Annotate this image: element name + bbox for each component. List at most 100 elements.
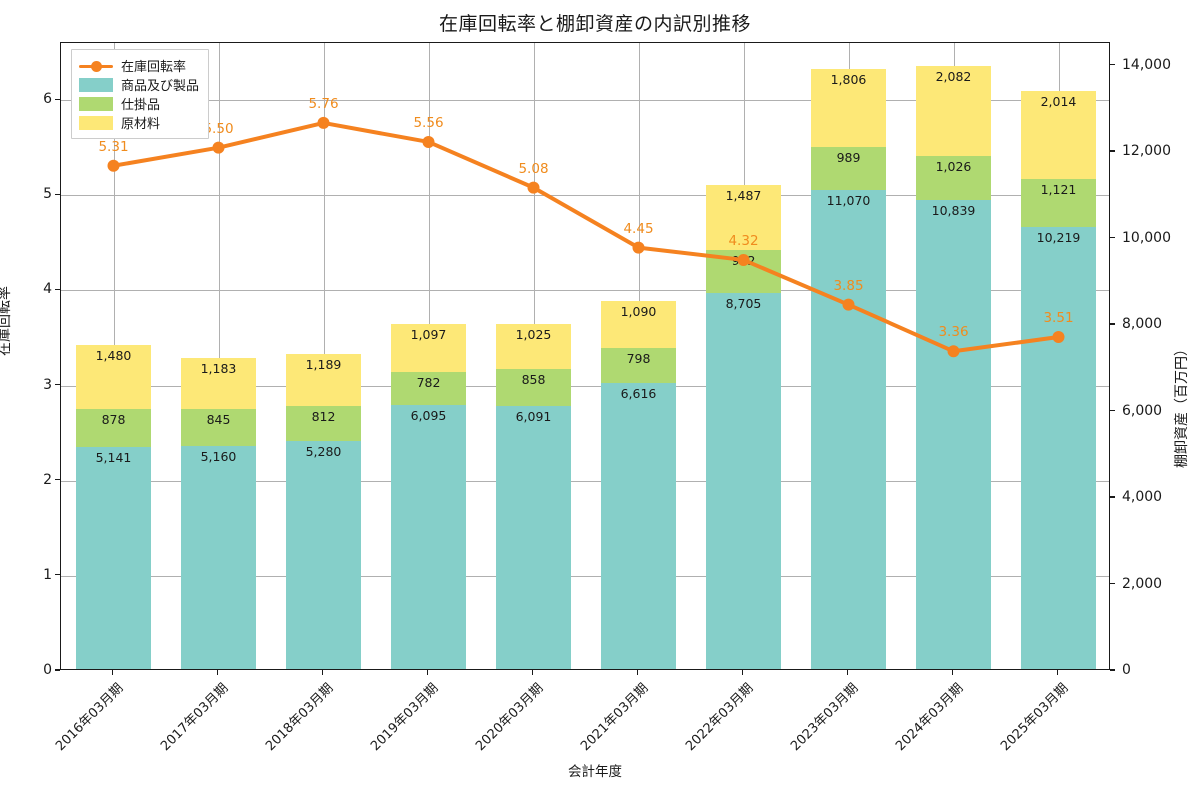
bar-segment-value: 10,839 (931, 203, 976, 219)
bar-segment-merchandise[interactable]: 5,141 (76, 446, 151, 669)
bar-stack[interactable]: 11,070 989 1,806 (811, 69, 886, 669)
bar-segment-raw-materials[interactable]: 1,097 (391, 324, 466, 372)
bar-segment-merchandise[interactable]: 10,219 (1021, 227, 1096, 669)
x-axis-label: 会計年度 (568, 764, 622, 780)
legend-item[interactable]: 在庫回転率 (79, 56, 199, 75)
line-point-value: 5.56 (413, 115, 444, 131)
bar-segment-value: 782 (416, 374, 441, 390)
bar-segment-value: 1,097 (410, 327, 447, 343)
x-axis-tick-label: 2016年03月期 (52, 680, 126, 755)
bar-segment-value: 6,616 (620, 385, 657, 401)
bar-segment-value: 5,141 (95, 449, 132, 465)
line-point[interactable] (317, 116, 330, 129)
line-point-value: 3.51 (1043, 310, 1074, 326)
bar-segment-raw-materials[interactable]: 1,806 (811, 69, 886, 148)
bar-segment-raw-materials[interactable]: 1,025 (496, 324, 571, 369)
bar-stack[interactable]: 5,280 812 1,189 (286, 354, 361, 669)
bar-segment-value: 5,280 (305, 443, 342, 459)
y-axis-label-left: 在庫回転率 (0, 286, 13, 356)
bar-segment-wip[interactable]: 812 (286, 405, 361, 441)
bar-segment-wip[interactable]: 1,026 (916, 155, 991, 201)
bar-segment-wip[interactable]: 878 (76, 408, 151, 447)
gridline-horizontal (61, 290, 1109, 292)
bar-segment-value: 5,160 (200, 448, 237, 464)
y-axis-tickmark-right (1110, 496, 1115, 498)
bar-segment-raw-materials[interactable]: 1,480 (76, 344, 151, 409)
x-axis-tick-label: 2024年03月期 (892, 680, 966, 755)
line-point-value: 3.85 (833, 277, 864, 294)
bar-segment-wip[interactable]: 845 (181, 409, 256, 446)
bar-segment-merchandise[interactable]: 5,160 (181, 445, 256, 669)
gridline-horizontal (61, 385, 1109, 387)
bar-stack[interactable]: 6,616 798 1,090 (601, 301, 676, 669)
bar-segment-merchandise[interactable]: 8,705 (706, 292, 781, 669)
bar-segment-value: 812 (311, 408, 336, 424)
legend-label: 仕掛品 (121, 98, 161, 113)
bar-segment-wip[interactable]: 798 (601, 348, 676, 383)
bar-segment-wip[interactable]: 858 (496, 368, 571, 406)
bar-layer: 5,141 878 1,480 5,160 845 1,183 5,280 812 1,189 6… (61, 43, 1109, 669)
bar-segment-raw-materials[interactable]: 1,487 (706, 185, 781, 250)
line-point[interactable] (842, 298, 855, 311)
bar-segment-merchandise[interactable]: 11,070 (811, 190, 886, 669)
legend-label: 商品及び製品 (121, 79, 200, 94)
legend-swatch (79, 77, 113, 92)
bar-segment-merchandise[interactable]: 5,280 (286, 440, 361, 669)
bar-segment-wip[interactable]: 989 (811, 147, 886, 191)
line-point[interactable] (107, 159, 120, 172)
y-axis-tickmark-right (1110, 150, 1115, 152)
bar-stack[interactable]: 5,141 878 1,480 (76, 344, 151, 669)
bar-segment-merchandise[interactable]: 10,839 (916, 200, 991, 669)
line-point[interactable] (422, 135, 435, 148)
line-point[interactable] (737, 253, 750, 266)
bar-segment-wip[interactable]: 782 (391, 371, 466, 406)
y-axis-tickmark-left (55, 479, 60, 481)
y-axis-tickmark-right (1110, 669, 1115, 671)
legend-item[interactable]: 原材料 (79, 113, 199, 132)
gridline-vertical (218, 43, 220, 669)
bar-stack[interactable]: 10,219 1,121 2,014 (1021, 91, 1096, 669)
bar-segment-value: 1,183 (200, 361, 237, 377)
chart-legend: 在庫回転率商品及び製品 仕掛品 原材料 (71, 49, 210, 139)
bar-segment-value: 1,090 (620, 304, 657, 320)
bar-segment-value: 989 (836, 150, 861, 166)
x-axis-tickmark (216, 670, 219, 675)
gridline-horizontal (61, 100, 1109, 102)
bar-stack[interactable]: 6,091 858 1,025 (496, 324, 571, 669)
line-point[interactable] (527, 181, 540, 194)
bar-segment-wip[interactable]: 1,121 (1021, 178, 1096, 227)
bar-segment-raw-materials[interactable]: 2,082 (916, 65, 991, 156)
bar-segment-raw-materials[interactable]: 1,189 (286, 354, 361, 406)
y-axis-tick-right: 2,000 (1122, 575, 1163, 592)
y-axis-label-right: 棚卸資産（百万円） (1174, 342, 1190, 468)
line-point[interactable] (632, 241, 645, 254)
y-axis-tick-left: 4 (43, 281, 52, 298)
bar-stack[interactable]: 6,095 782 1,097 (391, 324, 466, 669)
x-axis-tickmark (1056, 670, 1059, 675)
legend-item[interactable]: 商品及び製品 (79, 75, 199, 94)
line-point[interactable] (947, 345, 960, 358)
bar-stack[interactable]: 5,160 845 1,183 (181, 358, 256, 669)
y-axis-tickmark-right (1110, 582, 1115, 585)
line-point[interactable] (212, 141, 225, 154)
x-axis-tickmark (846, 670, 849, 675)
y-axis-tick-left: 5 (43, 186, 52, 203)
line-layer (107, 116, 1065, 358)
bar-stack[interactable]: 10,839 1,026 2,082 (916, 65, 991, 669)
bar-segment-raw-materials[interactable]: 1,090 (601, 301, 676, 349)
line-point[interactable] (1052, 331, 1065, 344)
legend-item[interactable]: 仕掛品 (79, 94, 199, 113)
bar-segment-merchandise[interactable]: 6,616 (601, 382, 676, 669)
bar-segment-value: 845 (206, 412, 231, 428)
bar-segment-value: 878 (101, 411, 126, 427)
bar-segment-merchandise[interactable]: 6,095 (391, 405, 466, 669)
bar-segment-merchandise[interactable]: 6,091 (496, 405, 571, 669)
legend-swatch (79, 115, 113, 130)
x-axis-tickmark (426, 670, 429, 675)
bar-stack[interactable]: 8,7059921,487 (706, 185, 781, 669)
y-axis-tickmark-right (1110, 63, 1115, 66)
x-axis-tickmark (741, 670, 744, 675)
bar-segment-raw-materials[interactable]: 1,183 (181, 358, 256, 410)
bar-segment-raw-materials[interactable]: 2,014 (1021, 91, 1096, 179)
bar-segment-value: 1,025 (515, 327, 552, 343)
